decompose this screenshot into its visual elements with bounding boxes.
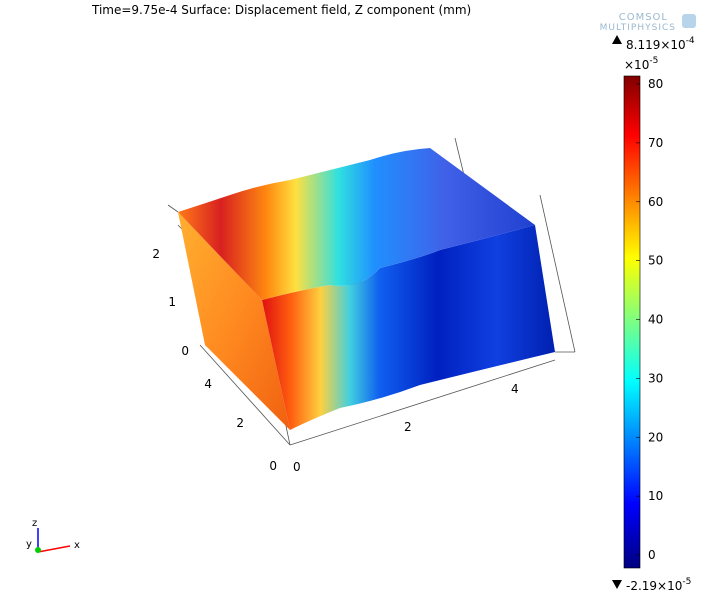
triad-label: x bbox=[74, 540, 80, 551]
logo-text: MULTIPHYSICS bbox=[600, 23, 676, 33]
max-label-exponent: -4 bbox=[686, 36, 695, 46]
colorbar: 8.119×10-4 ×10-5 -2.19×10-5 010203040506… bbox=[612, 35, 695, 593]
surface-left-face bbox=[178, 212, 290, 430]
logo: COMSOL MULTIPHYSICS bbox=[600, 12, 696, 33]
axis-triad: z y x bbox=[26, 518, 80, 553]
x-tick-label: 0 bbox=[293, 460, 301, 474]
axis-tick-labels: 2 1 0 4 2 0 0 2 4 bbox=[152, 247, 518, 474]
surface-front-face bbox=[262, 225, 555, 430]
min-label-exponent: -5 bbox=[682, 577, 691, 587]
colorbar-gradient bbox=[623, 75, 641, 569]
triad-label: z bbox=[32, 518, 37, 529]
colorbar-tick-label: 30 bbox=[648, 371, 663, 385]
plot-title: Time=9.75e-4 Surface: Displacement field… bbox=[91, 3, 471, 17]
scale-label: ×10-5 bbox=[624, 56, 658, 72]
logo-icon bbox=[682, 14, 696, 28]
z-tick-label: 0 bbox=[181, 344, 189, 358]
z-tick-label: 1 bbox=[168, 295, 176, 309]
min-marker bbox=[612, 580, 622, 589]
surface-top-face bbox=[178, 148, 535, 300]
colorbar-tick-label: 40 bbox=[648, 313, 663, 327]
max-label: 8.119×10-4 bbox=[626, 36, 695, 52]
y-tick-label: 2 bbox=[236, 416, 244, 430]
colorbar-tick-label: 50 bbox=[648, 254, 663, 268]
z-tick-label: 2 bbox=[152, 247, 160, 261]
min-label-text: -2.19×10 bbox=[626, 579, 682, 593]
colorbar-tick-label: 70 bbox=[648, 136, 663, 150]
min-label: -2.19×10-5 bbox=[626, 577, 691, 593]
max-label-text: 8.119×10 bbox=[626, 38, 686, 52]
triad-label: y bbox=[26, 539, 32, 550]
x-tick-label: 4 bbox=[511, 382, 519, 396]
scale-label-text: ×10 bbox=[624, 58, 649, 72]
x-tick-label: 2 bbox=[404, 420, 412, 434]
colorbar-tick-label: 60 bbox=[648, 195, 663, 209]
colorbar-tick-label: 20 bbox=[648, 430, 663, 444]
scale-label-exponent: -5 bbox=[649, 56, 658, 66]
surface-plot bbox=[178, 148, 555, 430]
y-tick-label: 0 bbox=[269, 459, 277, 473]
max-marker bbox=[612, 35, 622, 44]
colorbar-tick-label: 80 bbox=[648, 77, 663, 91]
colorbar-tick-label: 10 bbox=[648, 489, 663, 503]
colorbar-tick-label: 0 bbox=[648, 548, 656, 562]
logo-text: COMSOL bbox=[619, 12, 668, 23]
y-tick-label: 4 bbox=[204, 377, 212, 391]
